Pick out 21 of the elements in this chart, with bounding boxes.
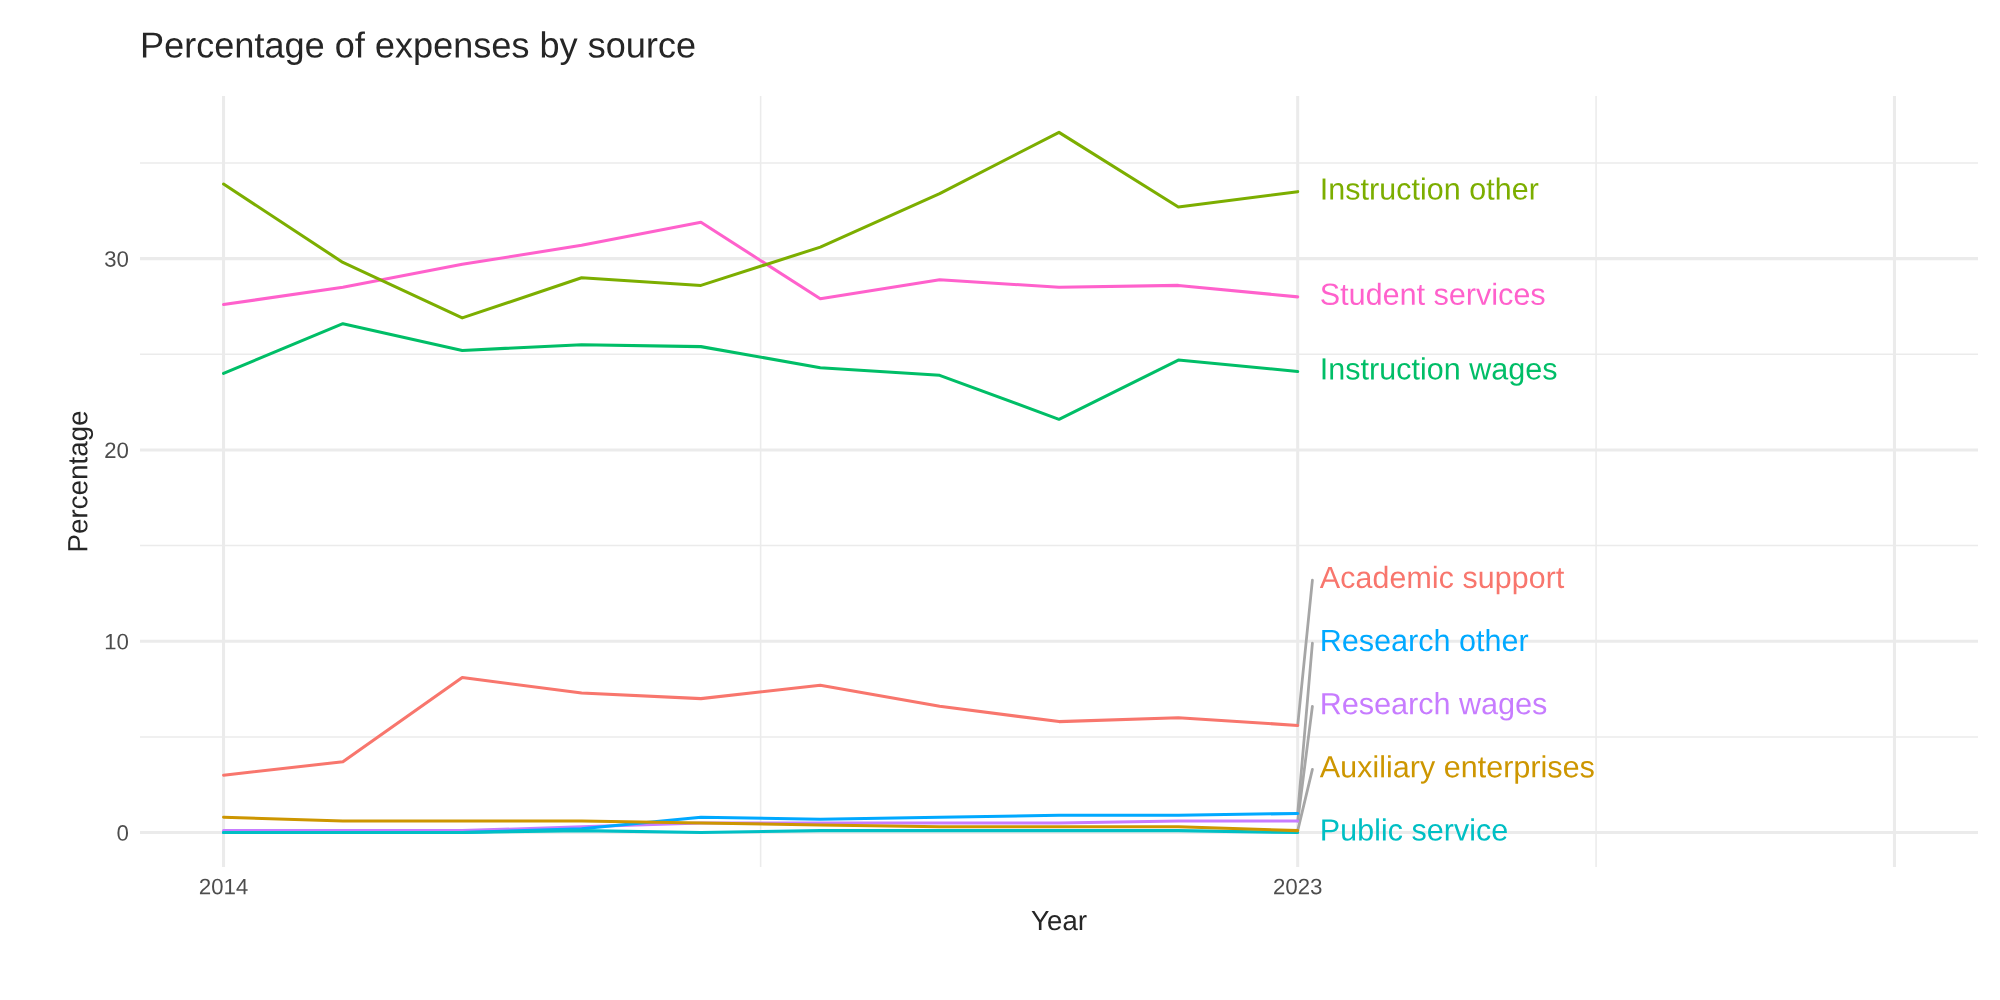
- series-label: Public service: [1322, 818, 1507, 841]
- x-tick-label: 2023: [1274, 878, 1322, 895]
- text: Research wages: [1322, 692, 1547, 721]
- y-tick-label: 30: [105, 251, 129, 267]
- text: Academic support: [1319, 565, 1565, 595]
- series-label: Instruction wages: [1322, 357, 1557, 386]
- line-series: [222, 220, 1300, 307]
- line-series: [222, 322, 1300, 421]
- series-label: Student services: [1321, 282, 1545, 306]
- series-label: Auxiliary enterprises: [1319, 755, 1594, 784]
- y-tick-label: 20: [105, 442, 129, 459]
- y-axis-title: Percentage: [68, 411, 94, 551]
- y-tick-label: 10: [105, 633, 129, 650]
- y-tick-label: 0: [117, 825, 129, 841]
- text: Research other: [1322, 628, 1529, 652]
- x-tick-label: 2014: [199, 878, 248, 895]
- series-label: Instruction other: [1322, 177, 1539, 200]
- line-series: [222, 676, 1300, 777]
- chart-title: Percentage of expenses by source: [142, 31, 695, 65]
- x-axis-title: Year: [1031, 910, 1087, 931]
- line-series: [222, 130, 1300, 320]
